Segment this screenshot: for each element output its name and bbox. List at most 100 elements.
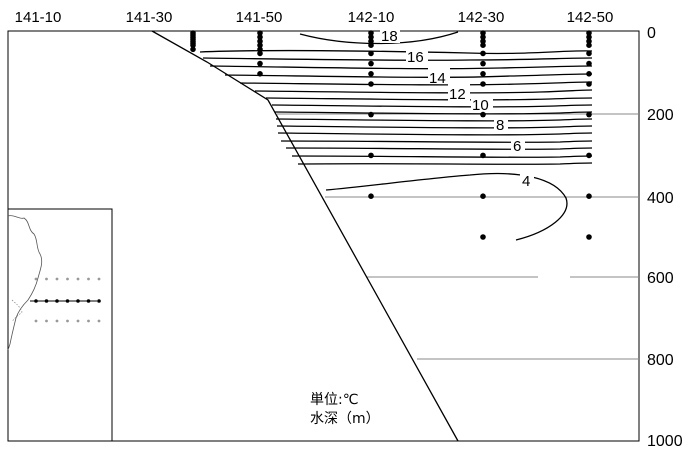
station-point	[257, 50, 263, 57]
x-tick-label: 141-10	[15, 9, 62, 26]
inset-dot	[55, 277, 59, 281]
isotherm-o	[291, 155, 593, 158]
station-point	[368, 111, 374, 118]
inset-map-frame	[7, 208, 113, 442]
station-point	[480, 38, 486, 44]
station-point	[257, 34, 263, 40]
unit-label: 単位:℃	[310, 392, 358, 408]
depth-unit-label: 水深（m）	[310, 411, 380, 427]
station-point	[257, 71, 263, 77]
station-point	[368, 30, 374, 36]
station-point	[480, 34, 486, 40]
station-point	[368, 60, 374, 67]
isotherm-label: 8	[496, 117, 504, 134]
isotherm-labels: 18 16 14 12 10 8 6 4	[380, 26, 534, 190]
x-tick-label: 142-50	[567, 9, 614, 26]
inset-dot	[87, 277, 90, 281]
sampling-stations	[190, 30, 592, 240]
station-point	[368, 71, 374, 77]
station-point	[480, 71, 486, 77]
inset-dot	[76, 319, 80, 323]
depth-axis: 0 200 400 600 800 1000	[647, 25, 683, 450]
isotherm-label: 12	[449, 86, 466, 103]
station-point	[480, 42, 486, 48]
isotherm-l	[277, 132, 593, 136]
isotherm-i	[274, 111, 593, 115]
isotherm-a	[199, 49, 593, 55]
station-point	[586, 152, 592, 159]
y-tick-label: 400	[647, 190, 674, 207]
station-point	[190, 46, 196, 53]
station-point	[480, 234, 486, 240]
station-point	[368, 34, 374, 40]
isotherm-k	[276, 125, 593, 129]
isotherm-p	[297, 162, 593, 165]
y-tick-label: 800	[647, 352, 674, 369]
isotherm-f	[254, 89, 593, 94]
isotherm-g	[265, 97, 593, 101]
isotherm-label: 6	[513, 138, 521, 155]
station-point	[257, 38, 263, 44]
isotherm-label: 18	[381, 28, 398, 45]
station-point	[190, 42, 196, 48]
depth-gridlines	[277, 113, 639, 360]
y-tick-label: 0	[647, 25, 656, 42]
inset-dot	[87, 319, 90, 323]
station-point	[368, 152, 374, 159]
inset-dot	[97, 299, 101, 303]
x-tick-label: 141-50	[236, 9, 283, 26]
y-tick-label: 1000	[647, 433, 683, 450]
station-point	[480, 193, 486, 199]
inset-dot	[66, 319, 69, 323]
station-point	[586, 50, 592, 57]
station-point	[586, 38, 592, 44]
inset-dot	[97, 319, 101, 323]
station-point	[368, 38, 374, 44]
inset-dot	[76, 277, 80, 281]
station-point	[480, 50, 486, 57]
station-point	[586, 42, 592, 48]
x-tick-label: 142-10	[348, 9, 395, 26]
station-point	[257, 60, 263, 67]
longitude-axis: 141-10 141-30 141-50 142-10 142-30 142-5…	[15, 9, 614, 26]
isotherm-e	[239, 81, 593, 86]
station-point	[480, 60, 486, 67]
station-point	[257, 46, 263, 53]
inset-dot	[97, 277, 101, 281]
station-point	[257, 42, 263, 48]
isotherm-label: 10	[472, 97, 489, 114]
station-point	[257, 30, 263, 36]
isotherm-b	[202, 57, 593, 61]
station-point	[586, 81, 592, 87]
inset-dot	[45, 319, 48, 323]
isotherm-label: 4	[522, 173, 530, 190]
isotherm-n	[285, 147, 593, 150]
station-point	[480, 152, 486, 159]
station-point	[586, 71, 592, 77]
station-point	[586, 234, 592, 240]
inset-map	[7, 208, 113, 442]
isotherm-18	[299, 31, 459, 45]
inset-dot	[45, 277, 48, 281]
station-point	[480, 111, 486, 118]
inset-dot	[55, 319, 59, 323]
isotherm-m	[280, 140, 593, 143]
inset-dot	[66, 277, 69, 281]
isotherm-label: 14	[429, 70, 446, 87]
inset-dot	[34, 277, 38, 281]
station-point	[586, 30, 592, 36]
station-point	[586, 193, 592, 199]
isotherm-d	[224, 73, 593, 78]
station-point	[480, 30, 486, 36]
legend: 単位:℃ 水深（m）	[310, 392, 380, 427]
x-tick-label: 142-30	[458, 9, 505, 26]
isotherm-c	[209, 65, 593, 70]
isotherm-h	[271, 104, 593, 108]
station-point	[480, 81, 486, 87]
seabed-profile	[151, 30, 459, 442]
station-point	[368, 193, 374, 199]
coastline-detail	[11, 299, 23, 323]
station-point	[586, 34, 592, 40]
station-point	[586, 111, 592, 118]
